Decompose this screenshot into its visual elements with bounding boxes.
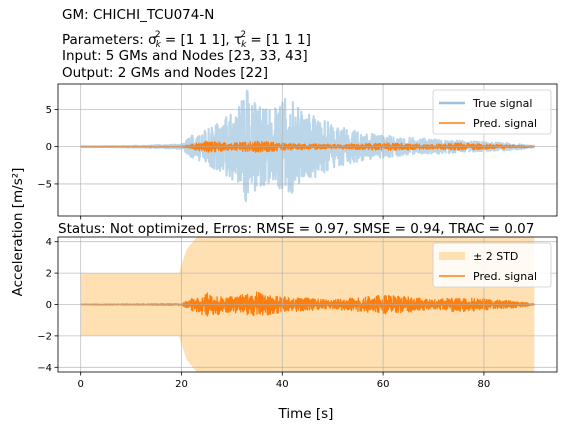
legend-label: Pred. signal [473, 117, 537, 130]
y-tick-label: −2 [37, 331, 52, 342]
header-line-parameters: Parameters: σk2 = [1 1 1], τk2 = [1 1 1] [62, 30, 311, 50]
y-tick-label: 4 [46, 237, 52, 248]
y-tick-label: −4 [37, 363, 52, 374]
plot-frame [57, 83, 558, 217]
x-axis-label: Time [s] [278, 406, 334, 422]
status-line: Status: Not optimized, Erros: RMSE = 0.9… [58, 221, 534, 237]
y-tick-label: 5 [46, 105, 52, 116]
legend: ± 2 STD Pred. signal [432, 242, 552, 288]
legend-label: True signal [472, 97, 532, 110]
plot-frame [57, 236, 558, 373]
x-tick-label: 40 [276, 379, 289, 390]
x-tick-label: 60 [377, 379, 390, 390]
tau-subscript: k [241, 40, 247, 50]
legend-label: Pred. signal [473, 270, 537, 283]
header-line-input: Input: 5 GMs and Nodes [23, 33, 43] [62, 48, 308, 64]
x-tick-label: 80 [478, 379, 491, 390]
legend-label: ± 2 STD [473, 250, 518, 263]
legend-swatch-band [439, 252, 465, 260]
sigma-subscript: k [155, 40, 161, 50]
header-line-gm: GM: CHICHI_TCU074-N [62, 7, 215, 23]
sigma-superscript: 2 [154, 30, 161, 40]
y-tick-label: 0 [46, 300, 52, 311]
y-tick-label: −5 [37, 179, 52, 190]
tau-superscript: 2 [240, 30, 247, 40]
header-line-output: Output: 2 GMs and Nodes [22] [62, 65, 269, 81]
y-tick-label: 2 [46, 269, 52, 280]
x-tick-label: 0 [77, 379, 83, 390]
y-tick-label: 0 [46, 142, 52, 153]
legend: True signal Pred. signal [432, 89, 552, 135]
bottom-panel: 0 20 40 60 80 −4 −2 0 2 4 ± 2 STD Pred. signal [37, 236, 558, 390]
x-tick-label: 20 [175, 379, 188, 390]
top-panel: −5 0 5 True signal Pred. signal [37, 83, 558, 220]
y-axis-label: Acceleration [m/s²] [10, 168, 26, 297]
